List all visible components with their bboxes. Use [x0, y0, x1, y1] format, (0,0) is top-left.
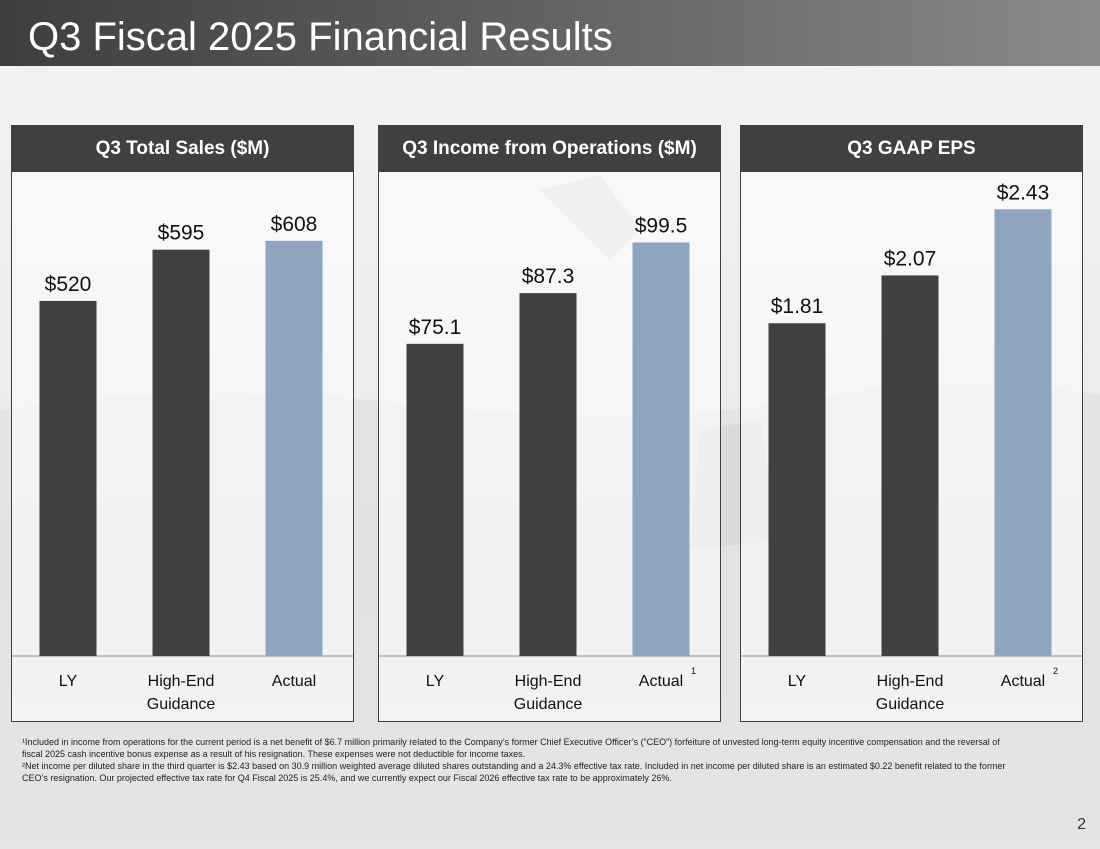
bar-actual	[994, 209, 1052, 656]
data-label: $1.81	[771, 295, 824, 318]
page-title: Q3 Fiscal 2025 Financial Results	[28, 15, 613, 59]
data-label: $75.1	[409, 316, 462, 339]
data-label: $595	[158, 222, 205, 245]
footnote-marker: 1	[691, 666, 696, 676]
bar-actual	[632, 242, 690, 656]
category-label: Guidance	[147, 696, 216, 713]
category-label: Actual	[1001, 673, 1045, 690]
footnotes: ¹Included in income from operations for …	[22, 736, 1022, 784]
category-label: High-End	[148, 673, 215, 690]
data-label: $99.5	[635, 214, 688, 237]
chart-title: Q3 Total Sales ($M)	[12, 126, 353, 172]
bar-high-end-guidance	[152, 249, 210, 656]
bar-ly	[406, 343, 464, 656]
category-label: LY	[426, 673, 445, 690]
data-label: $87.3	[522, 265, 575, 288]
bar-chart-sales: $520 LY $595 High-End Guidance $608 Actual	[12, 213, 353, 713]
footnote-1: ¹Included in income from operations for …	[22, 737, 1000, 759]
bar-ly	[39, 300, 97, 656]
category-label: High-End	[515, 673, 582, 690]
bar-actual	[265, 240, 323, 656]
category-label: Actual	[639, 673, 683, 690]
data-label: $2.07	[884, 247, 937, 270]
title-bar: Q3 Fiscal 2025 Financial Results	[0, 0, 1100, 66]
bar-high-end-guidance	[881, 275, 939, 656]
bar-chart-eps: $1.81 LY $2.07 High-End Guidance $2.43 Actual 2	[741, 181, 1082, 713]
category-label: Guidance	[876, 696, 945, 713]
chart-title: Q3 Income from Operations ($M)	[379, 126, 720, 172]
footnote-2: ²Net income per diluted share in the thi…	[22, 761, 1006, 783]
chart-title: Q3 GAAP EPS	[741, 126, 1082, 172]
category-label: LY	[788, 673, 807, 690]
category-label: Actual	[272, 673, 316, 690]
category-label: Guidance	[514, 696, 583, 713]
bar-chart-income: $75.1 LY $87.3 High-End Guidance $99.5 Actual 1	[379, 214, 720, 713]
bar-high-end-guidance	[519, 293, 577, 656]
data-label: $608	[271, 213, 318, 236]
footnote-marker: 2	[1053, 666, 1058, 676]
chart-panel-income: Q3 Income from Operations ($M) $75.1 LY $8…	[378, 125, 721, 722]
category-label: LY	[59, 673, 78, 690]
chart-panel-sales: Q3 Total Sales ($M) $520 LY $595 High-End Gu…	[11, 125, 354, 722]
page-number: 2	[1077, 816, 1086, 833]
category-label: High-End	[877, 673, 944, 690]
data-label: $2.43	[997, 181, 1050, 204]
bar-ly	[768, 323, 826, 656]
data-label: $520	[45, 273, 92, 296]
chart-panel-eps: Q3 GAAP EPS $1.81 LY $2.07 High-End Guidance…	[740, 125, 1083, 722]
